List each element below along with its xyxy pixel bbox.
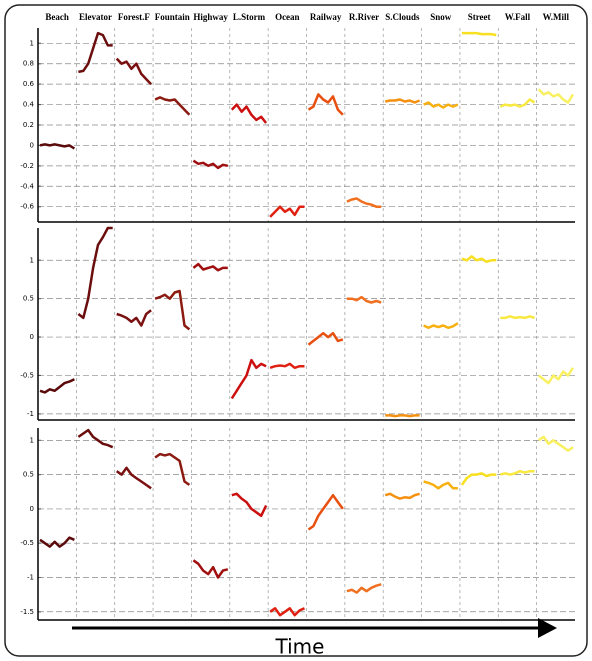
series-line: [269, 607, 305, 617]
series-line: [423, 480, 458, 490]
series-line: [77, 428, 114, 449]
category-label: Railway: [310, 12, 342, 22]
series-line: [384, 492, 420, 500]
category-label: R.River: [349, 12, 379, 22]
series-line: [77, 226, 113, 320]
series-line: [307, 331, 344, 346]
category-label: L.Storm: [233, 12, 266, 22]
series-line: [461, 31, 497, 37]
category-label: Elevator: [79, 12, 112, 22]
y-tick-label: 0: [30, 505, 34, 513]
series-line: [192, 159, 229, 170]
series-line: [423, 101, 459, 109]
series-line: [537, 435, 574, 452]
series-line: [537, 367, 575, 385]
series-line: [231, 492, 268, 518]
y-tick-label: 0: [30, 333, 34, 341]
y-tick-label: 0.8: [23, 60, 34, 68]
y-tick-label: 1: [30, 436, 34, 444]
series-line: [499, 98, 536, 108]
series-line: [460, 472, 497, 486]
time-arrow-head: [538, 618, 557, 638]
y-tick-label: -1: [27, 573, 34, 581]
frame: [4, 4, 588, 657]
y-tick-label: 0.4: [23, 101, 35, 109]
series-line: [499, 469, 535, 476]
y-tick-label: 0: [30, 141, 34, 149]
series-line: [154, 96, 191, 116]
series-line: [423, 322, 459, 330]
y-tick-label: 0.6: [23, 80, 35, 88]
series-line: [192, 559, 229, 579]
y-tick-label: -0.6: [20, 203, 34, 211]
series-line: [116, 309, 152, 327]
category-label: Fountain: [155, 12, 190, 22]
category-label: Beach: [45, 12, 69, 22]
series-line: [385, 414, 420, 418]
series-line: [346, 295, 382, 304]
series-line: [500, 315, 535, 320]
y-tick-label: 0.5: [23, 295, 34, 303]
series-line: [230, 358, 267, 400]
series-line: [39, 536, 75, 548]
series-line: [39, 143, 76, 150]
series-line: [115, 466, 152, 490]
category-label: S.Clouds: [385, 12, 420, 22]
series-line: [346, 583, 382, 594]
category-label: W.Mill: [543, 12, 570, 22]
series-line: [461, 255, 497, 264]
y-tick-label: -1.5: [20, 608, 34, 616]
series-line: [192, 262, 228, 272]
y-tick-label: -0.4: [20, 182, 34, 190]
series-line: [269, 205, 305, 218]
series-line: [384, 98, 421, 104]
series-line: [537, 88, 575, 104]
y-tick-label: 1: [30, 39, 34, 47]
category-label: W.Fall: [505, 12, 531, 22]
series-line: [307, 93, 344, 116]
y-tick-label: -0.2: [20, 162, 34, 170]
series-line: [39, 378, 75, 394]
y-tick-label: 0.2: [23, 121, 34, 129]
x-axis-label: Time: [275, 635, 325, 659]
series-line: [154, 452, 191, 486]
y-tick-label: 1: [30, 256, 34, 264]
category-label: Street: [468, 12, 491, 22]
y-tick-label: -0.5: [20, 371, 34, 379]
series-line: [346, 197, 382, 208]
series-line: [230, 103, 268, 124]
category-label: Snow: [430, 12, 452, 22]
y-tick-label: -1: [27, 410, 34, 418]
series-line: [115, 57, 153, 86]
category-label: Ocean: [275, 12, 300, 22]
series-line: [269, 362, 305, 370]
y-tick-label: -0.5: [20, 539, 34, 547]
y-tick-label: 0.5: [23, 471, 34, 479]
category-label: Forest.F: [118, 12, 151, 22]
series-line: [154, 289, 191, 331]
category-label: Highway: [193, 12, 228, 22]
series-line: [307, 493, 344, 531]
series-line: [78, 31, 113, 74]
